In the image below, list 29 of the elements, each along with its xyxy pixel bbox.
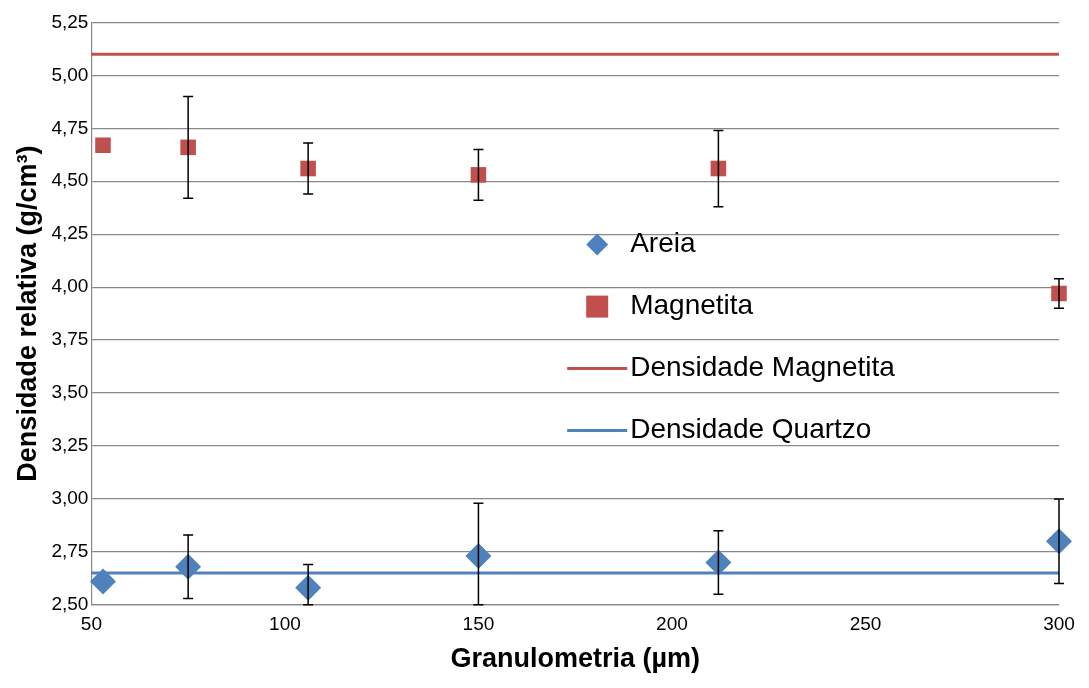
x-tick-label: 300	[1043, 613, 1075, 635]
y-tick-label: 3,00	[51, 487, 89, 509]
y-tick-label: 2,75	[51, 540, 89, 562]
y-tick-label: 4,50	[51, 169, 89, 191]
y-tick-label: 5,00	[51, 63, 89, 85]
y-tick-label: 5,25	[51, 10, 89, 32]
point	[705, 549, 732, 576]
x-tick-label: 250	[849, 613, 882, 635]
y-tick-label: 4,00	[51, 275, 89, 297]
y-tick-label: 4,25	[51, 222, 89, 244]
y-tick-label: 2,50	[51, 593, 89, 615]
y-tick-label: 3,50	[51, 381, 89, 403]
x-tick-label: 100	[269, 613, 301, 635]
legend-label: Densidade Quartzo	[630, 413, 872, 445]
y-tick-label: 3,25	[51, 434, 89, 456]
legend-label: Magnetita	[630, 289, 754, 321]
legend-label: Areia	[630, 227, 696, 259]
x-tick-label: 200	[656, 613, 688, 635]
x-tick-label: 150	[462, 613, 495, 635]
legend-label: Densidade Magnetita	[630, 351, 896, 383]
point	[95, 137, 111, 154]
y-tick-label: 4,75	[51, 116, 89, 138]
point	[89, 568, 116, 595]
point	[470, 167, 487, 183]
y-tick-label: 3,75	[51, 328, 89, 350]
x-tick-label: 50	[80, 613, 102, 635]
point	[465, 543, 492, 570]
x-axis-title: Granulometria (µm)	[450, 643, 700, 674]
y-axis-title: Densidade relativa (g/cm³)	[11, 145, 42, 482]
